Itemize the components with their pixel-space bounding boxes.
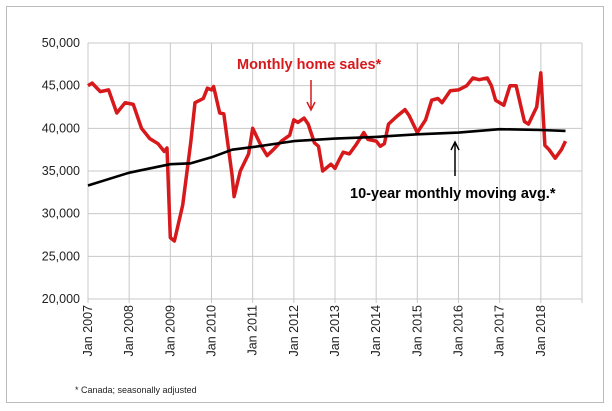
sales-line [87, 71, 568, 243]
x-tick-label: Jan 2018 [534, 305, 548, 356]
x-tick-label: Jan 2017 [493, 305, 507, 356]
y-tick-label: 30,000 [42, 207, 80, 221]
y-tick-label: 25,000 [42, 249, 80, 263]
avg-arrowhead [450, 140, 460, 151]
x-tick-label: Jan 2012 [287, 305, 301, 356]
y-tick-label: 35,000 [42, 164, 80, 178]
y-tick-label: 45,000 [42, 79, 80, 93]
x-tick-label: Jan 2010 [205, 305, 219, 356]
sales-annotation: Monthly home sales* [237, 57, 382, 73]
y-tick-label: 20,000 [42, 292, 80, 306]
x-tick-label: Jan 2013 [328, 305, 342, 356]
y-tick-label: 50,000 [42, 36, 80, 50]
x-tick-label: Jan 2007 [81, 305, 95, 356]
x-tick-label: Jan 2011 [246, 305, 260, 356]
x-tick-label: Jan 2014 [369, 305, 383, 356]
moving-avg-line [87, 127, 566, 187]
footnote: * Canada; seasonally adjusted [75, 385, 197, 395]
avg-annotation: 10-year monthly moving avg.* [350, 186, 556, 202]
chart-frame [6, 6, 604, 403]
x-tick-label: Jan 2015 [410, 305, 424, 356]
sales-arrowhead [306, 101, 316, 112]
y-tick-label: 40,000 [42, 121, 80, 135]
x-tick-label: Jan 2008 [122, 305, 136, 356]
x-tick-label: Jan 2016 [452, 305, 466, 356]
x-tick-label: Jan 2009 [163, 305, 177, 356]
